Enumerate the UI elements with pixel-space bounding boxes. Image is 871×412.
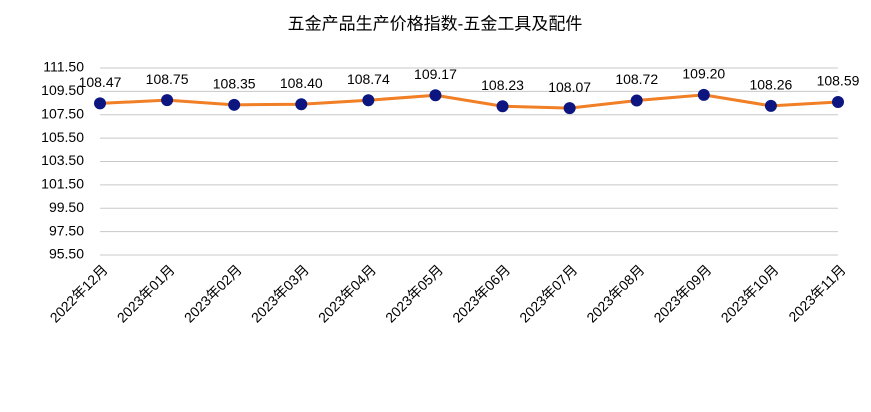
marker xyxy=(228,98,241,111)
y-tick-label: 95.50 xyxy=(49,246,84,262)
data-label: 108.47 xyxy=(79,74,122,90)
x-tick-label: 2023年06月 xyxy=(449,261,513,325)
data-label: 108.40 xyxy=(280,75,323,91)
marker xyxy=(630,94,643,107)
x-tick-label: 2023年05月 xyxy=(382,261,446,325)
data-label: 108.72 xyxy=(615,71,658,87)
y-tick-label: 109.50 xyxy=(41,82,84,98)
x-tick-label: 2023年03月 xyxy=(248,261,312,325)
x-tick-label: 2023年10月 xyxy=(718,261,782,325)
x-tick-label: 2023年08月 xyxy=(583,261,647,325)
y-tick-label: 107.50 xyxy=(41,105,84,121)
data-label: 109.20 xyxy=(682,66,725,82)
data-label: 108.07 xyxy=(548,79,591,95)
data-label: 109.17 xyxy=(414,66,457,82)
y-tick-label: 101.50 xyxy=(41,176,84,192)
y-tick-label: 111.50 xyxy=(43,59,84,75)
x-tick-label: 2023年11月 xyxy=(785,261,848,324)
chart-title: 五金产品生产价格指数-五金工具及配件 xyxy=(288,14,583,33)
y-tick-label: 103.50 xyxy=(41,152,84,168)
marker xyxy=(94,97,106,110)
y-tick-label: 97.50 xyxy=(49,222,84,238)
data-label: 108.75 xyxy=(146,71,189,87)
data-label: 108.74 xyxy=(347,71,390,87)
x-tick-label: 2022年12月 xyxy=(47,261,111,325)
marker xyxy=(563,102,576,115)
marker xyxy=(295,98,308,111)
series-line xyxy=(99,93,839,110)
data-label: 108.23 xyxy=(481,77,524,93)
marker xyxy=(496,100,509,113)
marker xyxy=(832,96,844,109)
marker xyxy=(161,94,174,107)
y-tick-label: 105.50 xyxy=(41,129,84,145)
x-tick-label: 2023年01月 xyxy=(114,261,178,325)
data-label: 108.59 xyxy=(817,73,860,89)
x-tick-label: 2023年09月 xyxy=(650,261,714,325)
y-tick-label: 99.50 xyxy=(49,199,84,215)
x-tick-label: 2023年02月 xyxy=(181,261,245,325)
data-label: 108.35 xyxy=(213,76,256,92)
marker xyxy=(429,89,442,102)
x-tick-label: 2023年07月 xyxy=(516,261,580,325)
data-label: 108.26 xyxy=(749,77,792,93)
marker xyxy=(697,88,710,101)
marker xyxy=(764,99,777,112)
marker xyxy=(362,94,375,107)
x-tick-label: 2023年04月 xyxy=(315,261,379,325)
